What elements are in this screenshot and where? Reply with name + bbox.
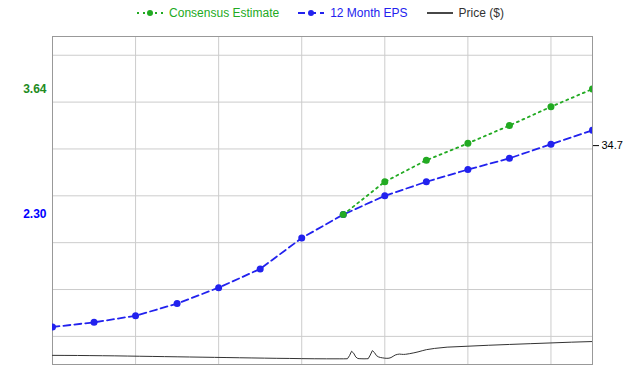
svg-text:2.30: 2.30 [23,207,47,221]
html-text:12 Month EPS: 12 Month EPS [330,6,408,20]
html-text:Consensus Estimate: Consensus Estimate [169,6,280,20]
html-text:Price ($): Price ($) [458,6,504,20]
svg-text:34.7: 34.7 [602,139,623,151]
svg-text:3.64: 3.64 [23,82,47,96]
